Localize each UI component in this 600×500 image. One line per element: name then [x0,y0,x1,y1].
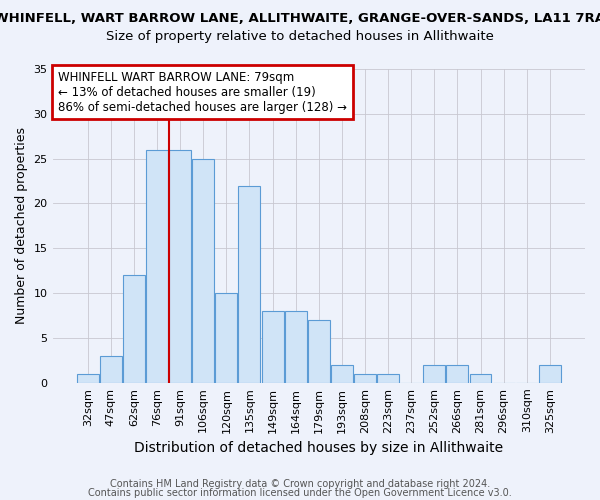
Bar [354,374,376,383]
Text: Size of property relative to detached houses in Allithwaite: Size of property relative to detached ho… [106,30,494,43]
Bar [331,365,353,383]
Bar [215,293,238,383]
Bar [169,150,191,383]
Y-axis label: Number of detached properties: Number of detached properties [15,128,28,324]
Text: WHINFELL WART BARROW LANE: 79sqm
← 13% of detached houses are smaller (19)
86% o: WHINFELL WART BARROW LANE: 79sqm ← 13% o… [58,70,347,114]
Bar [100,356,122,383]
Bar [238,186,260,383]
Bar [470,374,491,383]
Bar [262,311,284,383]
Text: Contains public sector information licensed under the Open Government Licence v3: Contains public sector information licen… [88,488,512,498]
Bar [539,365,561,383]
Bar [146,150,168,383]
Bar [446,365,469,383]
Bar [284,311,307,383]
Text: Contains HM Land Registry data © Crown copyright and database right 2024.: Contains HM Land Registry data © Crown c… [110,479,490,489]
Bar [77,374,98,383]
Bar [424,365,445,383]
Text: WHINFELL, WART BARROW LANE, ALLITHWAITE, GRANGE-OVER-SANDS, LA11 7RA: WHINFELL, WART BARROW LANE, ALLITHWAITE,… [0,12,600,26]
Bar [192,158,214,383]
Bar [377,374,399,383]
X-axis label: Distribution of detached houses by size in Allithwaite: Distribution of detached houses by size … [134,441,503,455]
Bar [123,275,145,383]
Bar [308,320,330,383]
